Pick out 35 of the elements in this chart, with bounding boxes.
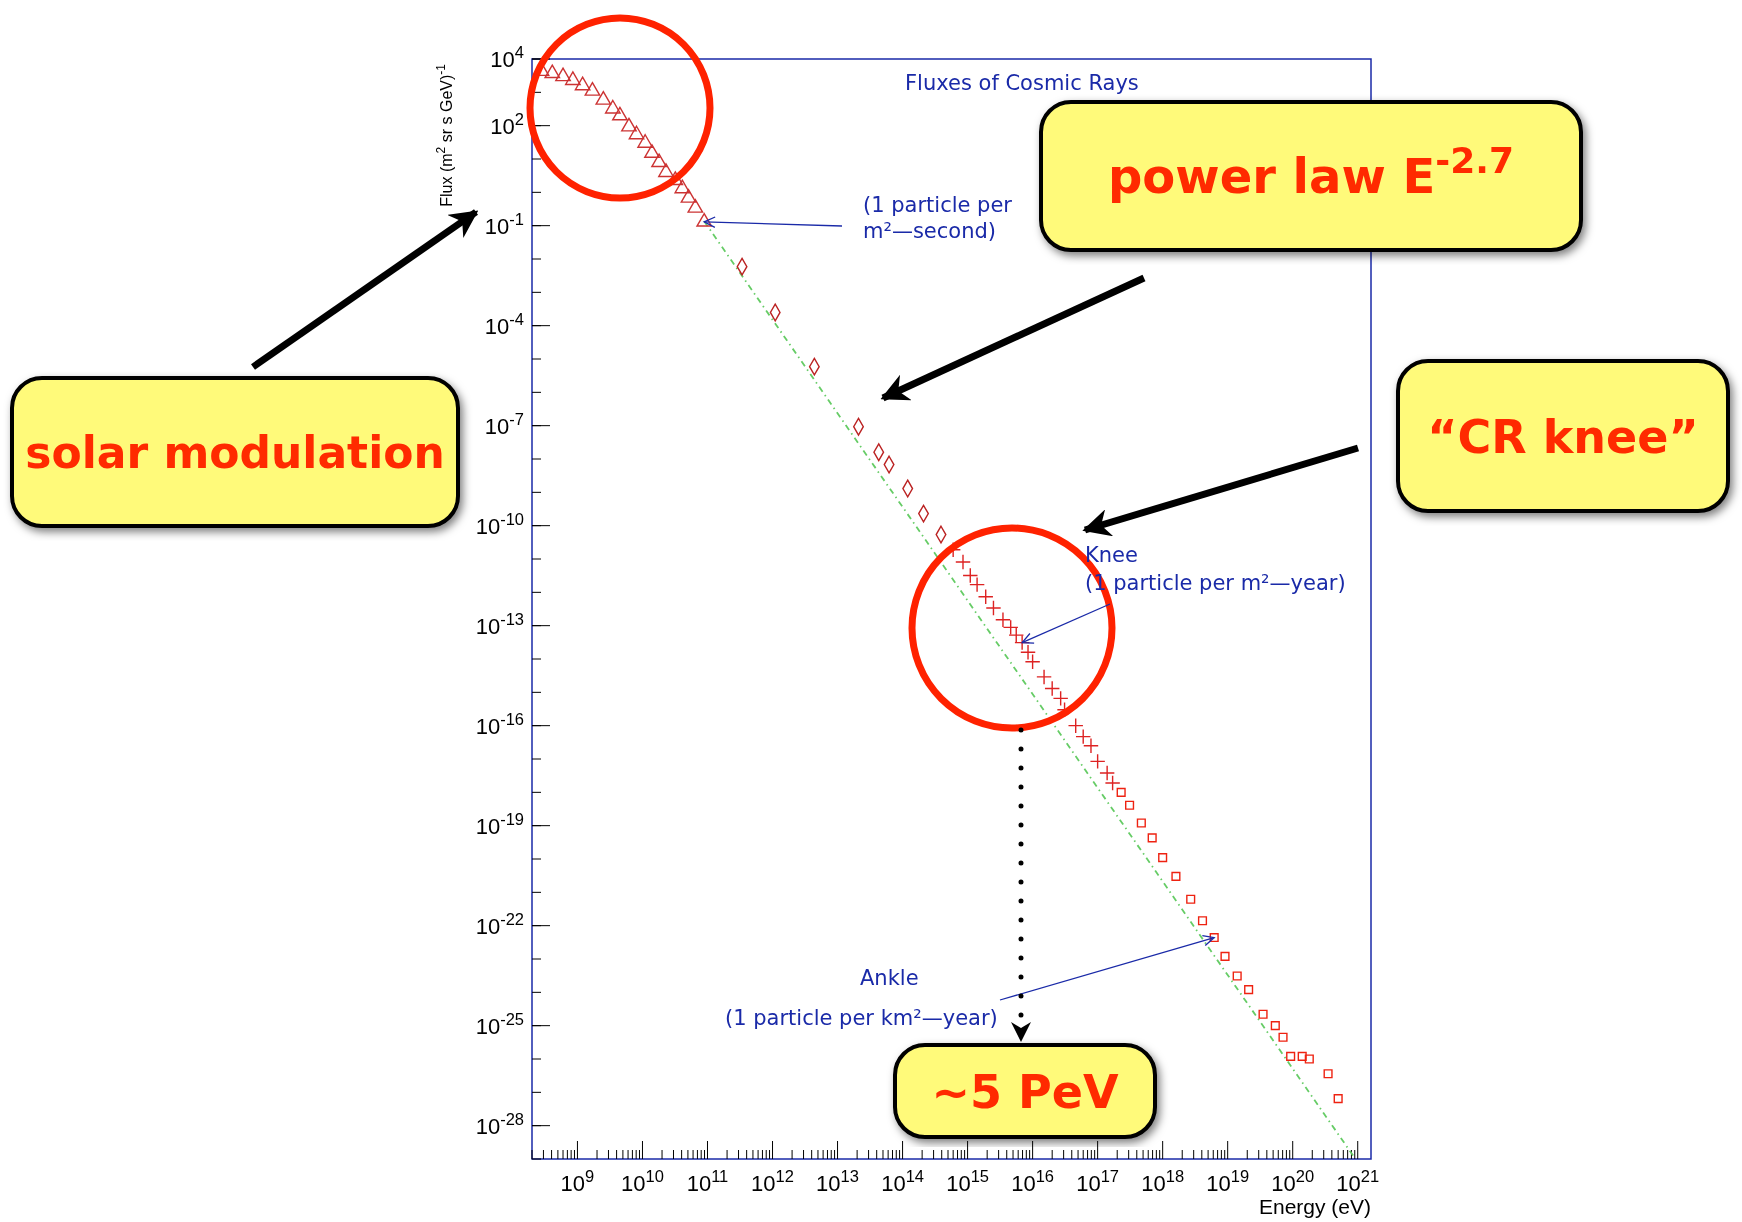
- y-tick-label: 10$^{-7}$: [484, 409, 524, 439]
- annotation: (1 particle per km²—year): [725, 1006, 998, 1030]
- x-tick-label: 10$^{17}$: [1076, 1167, 1120, 1196]
- text: Fluxes of Cosmic Rays: [905, 71, 1139, 95]
- y-tick-label: 10$^{-4}$: [484, 309, 524, 339]
- x-tick-label: 10$^{13}$: [816, 1167, 859, 1196]
- x-tick-label: 10$^{18}$: [1141, 1167, 1185, 1196]
- y-tick-label: 10$^{-10}$: [475, 509, 524, 539]
- y-tick-label: 10$^{4}$: [490, 43, 524, 72]
- annotation: power law E$^{-2.7}$: [1107, 139, 1515, 205]
- y-tick-label: 10$^{-25}$: [475, 1009, 524, 1039]
- text: solar modulation: [25, 426, 445, 478]
- y-tick-label: 10$^{2}$: [490, 109, 524, 139]
- y-tick-label: 10$^{-13}$: [475, 609, 524, 639]
- y-tick-label: 10$^{-22}$: [475, 909, 524, 939]
- annotation: ~5 PeV: [931, 1064, 1119, 1119]
- y-tick-label: 10$^{-28}$: [475, 1109, 524, 1139]
- y-tick-label: 10$^{-19}$: [475, 809, 524, 839]
- x-tick-label: 10$^{20}$: [1271, 1167, 1315, 1196]
- x-tick-label: 10$^{9}$: [560, 1167, 595, 1196]
- x-tick-label: 10$^{19}$: [1206, 1167, 1250, 1196]
- x-tick-label: 10$^{11}$: [686, 1167, 729, 1196]
- x-tick-label: 10$^{21}$: [1336, 1167, 1380, 1196]
- x-axis-title: Energy (eV): [1258, 1195, 1371, 1218]
- annotation: Knee: [1085, 543, 1138, 567]
- y-tick-label: 10$^{-16}$: [475, 709, 524, 739]
- text: “CR knee”: [1427, 409, 1699, 464]
- annotation: (1 particle per m²—second): [863, 193, 1013, 243]
- x-tick-label: 10$^{15}$: [946, 1167, 990, 1196]
- x-tick-label: 10$^{14}$: [881, 1167, 924, 1196]
- x-tick-label: 10$^{16}$: [1011, 1167, 1055, 1196]
- x-tick-label: 10$^{12}$: [751, 1167, 794, 1196]
- annotation: Ankle: [860, 966, 919, 990]
- x-tick-label: 10$^{10}$: [621, 1167, 664, 1196]
- y-tick-label: 10$^{-1}$: [484, 209, 524, 239]
